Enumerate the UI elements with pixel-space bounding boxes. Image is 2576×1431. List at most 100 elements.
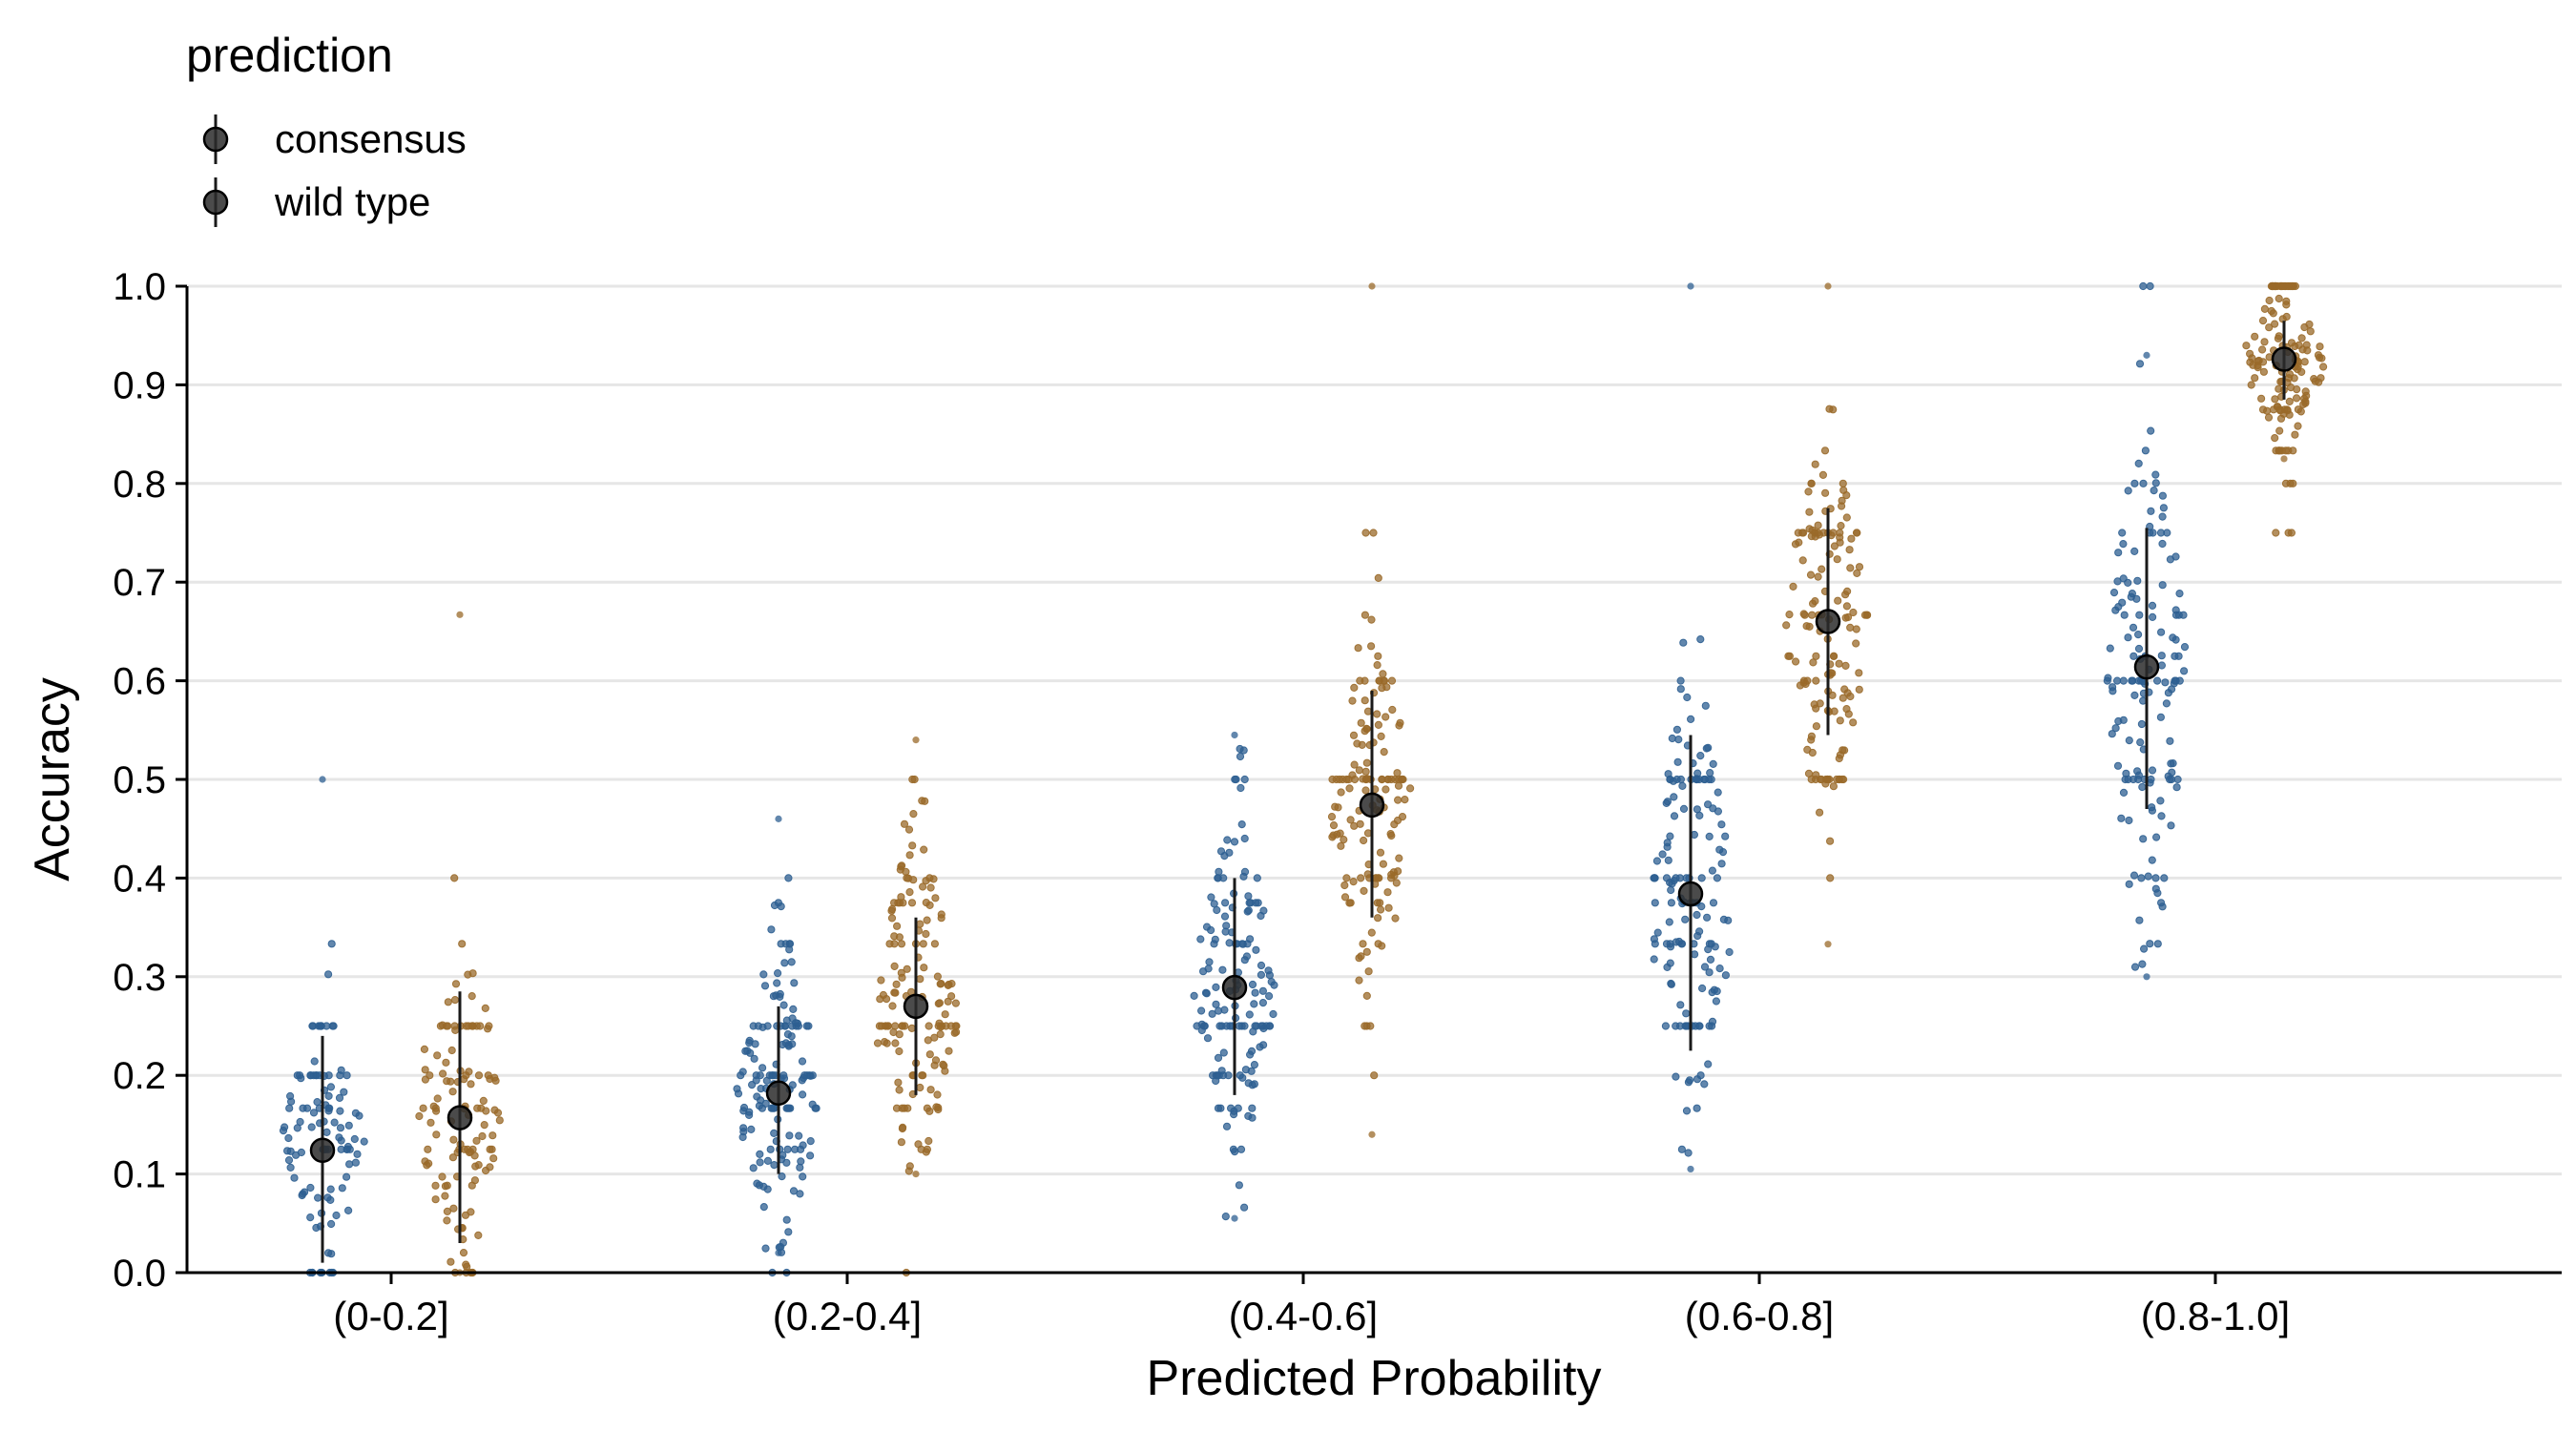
data-point-wild-type	[2273, 403, 2281, 411]
data-point-wild-type	[1826, 874, 1835, 882]
data-point-consensus	[808, 1100, 817, 1109]
data-point-wild-type	[1345, 784, 1354, 793]
data-point-wild-type	[484, 1025, 492, 1033]
data-point-wild-type	[488, 1145, 496, 1153]
data-point-consensus	[2143, 351, 2150, 359]
data-point-consensus	[1248, 980, 1257, 989]
data-point-wild-type	[1818, 470, 1828, 479]
data-point-wild-type	[925, 1050, 934, 1059]
data-point-wild-type	[924, 1022, 933, 1030]
data-point-wild-type	[1820, 446, 1830, 455]
data-point-wild-type	[2265, 296, 2274, 305]
data-point-wild-type	[448, 1153, 457, 1162]
data-point-wild-type	[1336, 829, 1344, 838]
data-point-consensus	[743, 1047, 752, 1055]
data-point-wild-type	[2297, 367, 2306, 376]
data-point-consensus	[1245, 899, 1254, 907]
data-point-wild-type	[2316, 353, 2324, 362]
data-point-wild-type	[1782, 621, 1791, 630]
data-point-wild-type	[1360, 836, 1368, 845]
data-point-consensus	[1693, 1104, 1701, 1112]
data-point-wild-type	[1370, 1071, 1379, 1080]
data-point-consensus	[1193, 1022, 1201, 1030]
data-point-wild-type	[890, 932, 899, 941]
data-point-consensus	[756, 1158, 764, 1167]
data-point-wild-type	[1862, 611, 1871, 619]
data-point-wild-type	[2280, 282, 2288, 290]
data-point-wild-type	[908, 841, 917, 850]
data-point-consensus	[2151, 479, 2160, 487]
data-point-consensus	[781, 1039, 791, 1047]
data-point-wild-type	[891, 1039, 900, 1047]
data-point-consensus	[2173, 775, 2182, 784]
data-point-wild-type	[1852, 529, 1861, 537]
data-point-consensus	[788, 1081, 797, 1089]
data-point-wild-type	[1362, 991, 1371, 1001]
data-point-consensus	[1240, 775, 1249, 784]
data-point-consensus	[2147, 507, 2155, 515]
data-point-consensus	[1231, 1214, 1238, 1222]
data-point-wild-type	[1359, 940, 1367, 948]
data-point-wild-type	[909, 876, 918, 884]
data-point-consensus	[2128, 676, 2136, 685]
data-point-consensus	[2159, 504, 2168, 512]
data-point-consensus	[737, 1071, 745, 1080]
data-point-wild-type	[1395, 721, 1403, 730]
data-point-wild-type	[919, 940, 927, 948]
data-point-consensus	[1682, 1107, 1692, 1115]
data-point-consensus	[799, 1172, 807, 1181]
data-point-wild-type	[1843, 612, 1853, 622]
data-point-consensus	[2106, 644, 2114, 653]
data-point-consensus	[2158, 491, 2167, 500]
data-point-wild-type	[1339, 775, 1347, 784]
data-point-consensus	[1679, 638, 1688, 647]
data-point-consensus	[1203, 1034, 1213, 1043]
data-point-wild-type	[1394, 781, 1403, 790]
data-point-wild-type	[1393, 769, 1402, 778]
data-point-wild-type	[473, 1104, 482, 1112]
data-point-consensus	[2132, 594, 2141, 603]
data-point-consensus	[1701, 701, 1710, 710]
data-point-wild-type	[2275, 446, 2283, 455]
data-point-consensus	[1682, 1009, 1691, 1018]
data-point-consensus	[784, 874, 793, 882]
data-point-wild-type	[893, 922, 902, 930]
data-point-wild-type	[1388, 705, 1397, 715]
data-point-consensus	[1246, 1050, 1255, 1059]
data-point-wild-type	[924, 1036, 932, 1045]
data-point-wild-type	[947, 992, 956, 1001]
data-point-wild-type	[1393, 816, 1402, 825]
data-point-consensus	[1265, 992, 1274, 1001]
data-point-consensus	[2139, 479, 2148, 487]
data-point-consensus	[1683, 693, 1692, 702]
data-point-wild-type	[443, 1216, 451, 1225]
data-point-wild-type	[925, 874, 934, 882]
data-point-wild-type	[2258, 345, 2267, 354]
data-point-consensus	[1666, 775, 1674, 784]
data-point-wild-type	[419, 1104, 427, 1112]
data-point-consensus	[1208, 1009, 1216, 1018]
data-point-consensus	[1668, 734, 1676, 743]
data-point-consensus	[1705, 832, 1714, 841]
data-point-consensus	[789, 1187, 799, 1195]
data-point-consensus	[284, 1133, 293, 1143]
data-point-wild-type	[1361, 786, 1370, 795]
data-point-consensus	[1670, 793, 1678, 801]
data-point-consensus	[1670, 812, 1679, 820]
data-point-consensus	[343, 1172, 351, 1181]
data-point-consensus	[306, 1183, 315, 1192]
data-point-wild-type	[1852, 625, 1860, 633]
data-point-wild-type	[1812, 676, 1820, 685]
data-point-consensus	[1257, 1022, 1266, 1030]
data-point-consensus	[750, 1054, 758, 1063]
data-point-wild-type	[480, 1121, 488, 1130]
data-point-wild-type	[919, 1071, 927, 1080]
data-point-consensus	[1693, 931, 1702, 941]
data-point-wild-type	[1378, 942, 1386, 950]
data-point-wild-type	[1824, 941, 1832, 948]
data-point-wild-type	[1814, 572, 1822, 581]
data-point-consensus	[314, 1193, 322, 1202]
data-point-consensus	[1666, 959, 1674, 967]
data-point-wild-type	[1368, 282, 1376, 290]
data-point-wild-type	[479, 1096, 488, 1106]
